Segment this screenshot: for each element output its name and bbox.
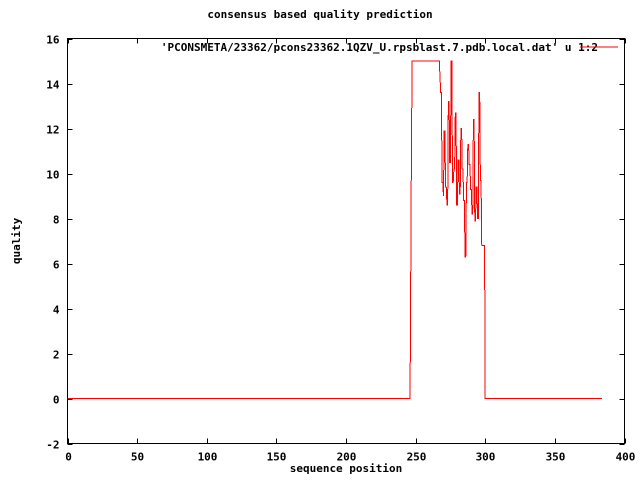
chart-legend: 'PCONSMETA/23362/pcons23362.1QZV_U.rpsbl… <box>161 41 618 54</box>
y-axis-tick-labels: -2 0 2 4 6 8 10 12 14 16 <box>46 34 60 452</box>
y-tick-label: 6 <box>53 259 60 272</box>
x-axis-tick-labels: 0 50 100 150 200 250 300 350 400 <box>65 451 635 464</box>
y-axis-title: quality <box>10 217 23 264</box>
x-axis-ticks <box>68 38 626 444</box>
y-tick-label: 16 <box>46 34 60 47</box>
x-tick-label: 300 <box>476 451 496 464</box>
legend-entry-label: 'PCONSMETA/23362/pcons23362.1QZV_U.rpsbl… <box>161 41 598 54</box>
y-tick-label: -2 <box>46 439 59 452</box>
data-series-group <box>67 60 603 399</box>
y-tick-label: 10 <box>46 169 59 182</box>
y-axis-ticks <box>67 39 625 445</box>
y-tick-label: 2 <box>53 349 60 362</box>
x-axis-title: sequence position <box>290 462 403 475</box>
x-tick-label: 0 <box>65 451 72 464</box>
x-tick-label: 200 <box>337 451 357 464</box>
x-tick-label: 250 <box>407 451 427 464</box>
chart-title: consensus based quality prediction <box>207 8 433 21</box>
y-tick-label: 12 <box>46 124 59 137</box>
x-tick-label: 150 <box>267 451 287 464</box>
y-tick-label: 14 <box>46 79 60 92</box>
y-tick-label: 0 <box>53 394 60 407</box>
x-tick-label: 400 <box>616 451 636 464</box>
y-tick-label: 4 <box>53 304 60 317</box>
x-tick-label: 50 <box>131 451 144 464</box>
y-tick-label: 8 <box>53 214 60 227</box>
x-tick-label: 100 <box>198 451 218 464</box>
plot-frame <box>67 38 625 444</box>
data-series-line <box>67 60 603 399</box>
x-tick-label: 350 <box>546 451 566 464</box>
